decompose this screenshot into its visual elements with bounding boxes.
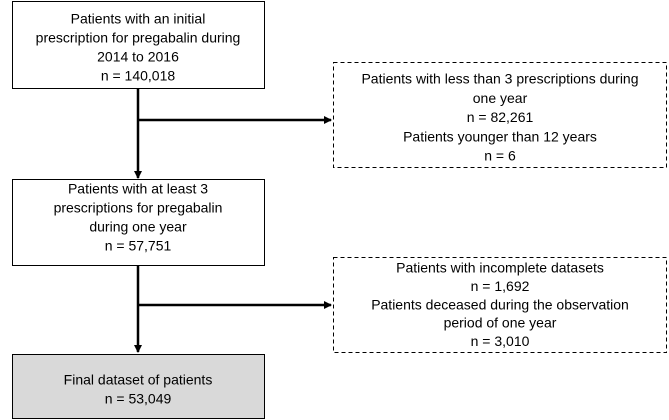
node-text: prescription for pregabalin during [36,30,241,46]
box-initial [12,1,265,89]
node-text: n = 6 [484,148,516,164]
box-final [12,354,265,419]
node-text: n = 1,692 [471,278,530,294]
node-text: prescriptions for pregabalin [54,200,223,216]
node-text: Patients with at least 3 [68,181,208,197]
node-text: Patients with an initial [71,11,206,27]
node-text: n = 53,049 [105,391,172,407]
node-text: n = 3,010 [471,333,530,349]
node-text: Final dataset of patients [64,372,213,388]
node-text: Patients with less than 3 prescriptions … [361,71,638,87]
box-at-least-3 [12,179,265,266]
node-text: Patients younger than 12 years [403,128,597,144]
node-text: during one year [89,219,187,235]
box-excluded-1 [333,62,667,168]
node-text: 2014 to 2016 [97,49,179,65]
node-text: period of one year [444,315,557,331]
node-text: n = 82,261 [467,109,534,125]
node-text: n = 57,751 [105,238,172,254]
node-text: Patients deceased during the observation [371,296,629,312]
box-excluded-2 [333,257,667,353]
node-text: n = 140,018 [101,68,176,84]
node-text: one year [473,90,528,106]
node-text: Patients with incomplete datasets [396,260,604,276]
